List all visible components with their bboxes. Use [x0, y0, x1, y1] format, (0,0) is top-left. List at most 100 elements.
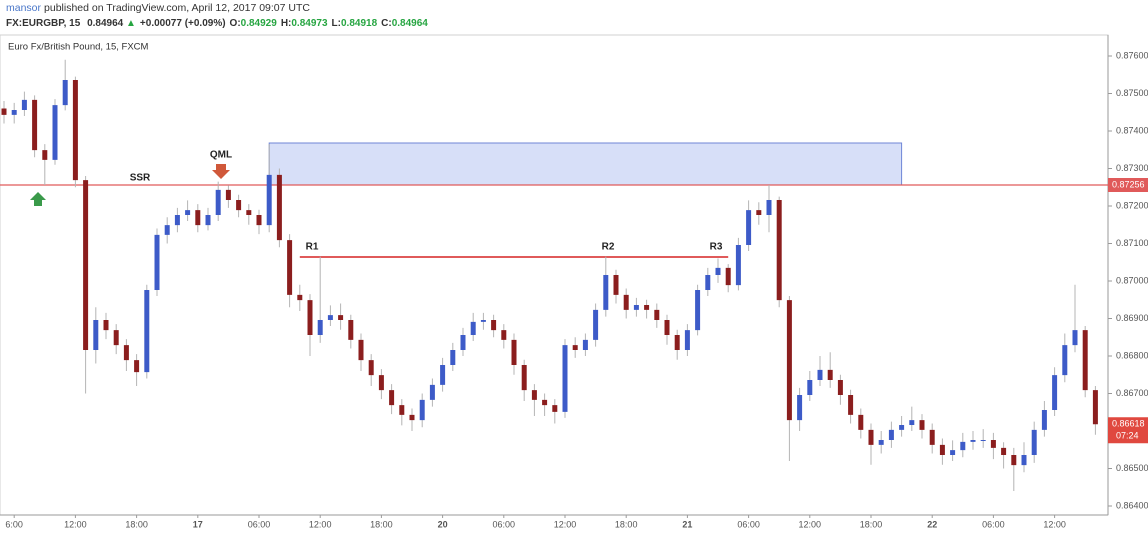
candle-body [297, 294, 303, 301]
candle-body [450, 350, 456, 365]
candle-body [572, 345, 578, 350]
up-arrow [30, 192, 46, 206]
x-tick-label: 06:00 [493, 519, 516, 529]
candle-body [1, 108, 7, 115]
candle-body [470, 321, 476, 335]
candle-body [185, 210, 191, 215]
candle-body [623, 294, 629, 310]
ohlc-value: 0.84973 [291, 18, 328, 29]
candle-body [542, 399, 548, 406]
x-tick-label: 17 [193, 519, 203, 529]
candle-body [113, 330, 119, 346]
author[interactable]: mansor [6, 2, 42, 14]
plot-frame [0, 34, 1109, 516]
candle-body [409, 414, 415, 421]
candle-body [562, 345, 568, 412]
candle-body [1041, 410, 1047, 430]
chart-title: Euro Fx/British Pound, 15, FXCM [8, 42, 149, 53]
x-tick-label: 22 [927, 519, 937, 529]
candle-body [287, 240, 293, 295]
annotation-label: R2 [602, 242, 615, 253]
candle-body [817, 369, 823, 380]
candle-body [878, 440, 884, 445]
candle-body [899, 425, 905, 430]
candle-body [215, 189, 221, 215]
countdown: 07:24 [1116, 431, 1139, 441]
candle-body [358, 339, 364, 361]
x-tick-label: 12:00 [64, 519, 87, 529]
x-tick-label: 18:00 [860, 519, 883, 529]
change-arrow: ▲ [126, 18, 136, 29]
candle-body [419, 399, 425, 421]
candle-body [144, 290, 150, 373]
annotation-label: QML [210, 150, 232, 161]
candle-body [378, 375, 384, 391]
candle-body [399, 405, 405, 415]
level-price-box [1108, 178, 1148, 192]
supply-zone [268, 142, 903, 186]
candle-body [72, 80, 78, 181]
y-tick-label: 0.87100 [1116, 238, 1148, 248]
candle-body [766, 200, 772, 215]
candle-body [52, 105, 58, 160]
candle-body [1072, 330, 1078, 346]
candle-body [1062, 345, 1068, 376]
level-price-label: 0.87256 [1112, 179, 1145, 189]
change: +0.00077 (+0.09%) [139, 18, 226, 29]
candle-body [154, 234, 160, 290]
candle-body [256, 215, 262, 226]
candle-body [807, 380, 813, 395]
candle-body [307, 300, 313, 335]
candle-body [735, 245, 741, 286]
candle-body [695, 290, 701, 331]
candle-body [460, 335, 466, 350]
candle-body [552, 405, 558, 412]
candle-body [195, 210, 201, 226]
x-tick-label: 06:00 [248, 519, 271, 529]
x-tick-label: 18:00 [615, 519, 638, 529]
last-price-label: 0.86618 [1112, 419, 1145, 429]
candle-body [827, 369, 833, 380]
y-tick-label: 0.87300 [1116, 163, 1148, 173]
candle-body [62, 80, 68, 106]
y-tick-label: 0.87200 [1116, 200, 1148, 210]
publish-line: mansor published on TradingView.com, Apri… [6, 2, 310, 14]
candle-body [42, 150, 48, 160]
candle-body [654, 309, 660, 320]
candle-body [205, 215, 211, 226]
ohlc-key: O: [229, 18, 241, 29]
x-tick-label: 12:00 [799, 519, 822, 529]
candle-body [848, 395, 854, 415]
last-price-box [1108, 417, 1148, 444]
candle-body [1092, 390, 1098, 425]
candle-body [1031, 429, 1037, 455]
x-tick-label: 06:00 [982, 519, 1005, 529]
candle-body [1052, 375, 1058, 410]
candle-body [1021, 455, 1027, 466]
candle-body [501, 330, 507, 340]
candle-body [868, 429, 874, 445]
candle-body [246, 210, 252, 215]
x-tick-label: 20 [438, 519, 448, 529]
candle-body [225, 189, 231, 200]
last-price: 0.84964 [87, 18, 124, 29]
x-tick-label: 18:00 [370, 519, 393, 529]
candle-body [123, 345, 129, 361]
candle-body [684, 330, 690, 350]
candle-body [776, 200, 782, 301]
candle-body [837, 380, 843, 395]
candle-body [236, 200, 242, 211]
y-tick-label: 0.87600 [1116, 50, 1148, 60]
candle-body [644, 305, 650, 310]
candle-body [746, 210, 752, 245]
candle-body [491, 320, 497, 331]
candle-body [103, 320, 109, 331]
candle-body [715, 267, 721, 275]
candle-body [797, 395, 803, 421]
y-tick-label: 0.86400 [1116, 500, 1148, 510]
candle-body [266, 174, 272, 226]
published-text: published on TradingView.com, April 12, … [44, 2, 310, 14]
annotation-label: R1 [306, 242, 319, 253]
